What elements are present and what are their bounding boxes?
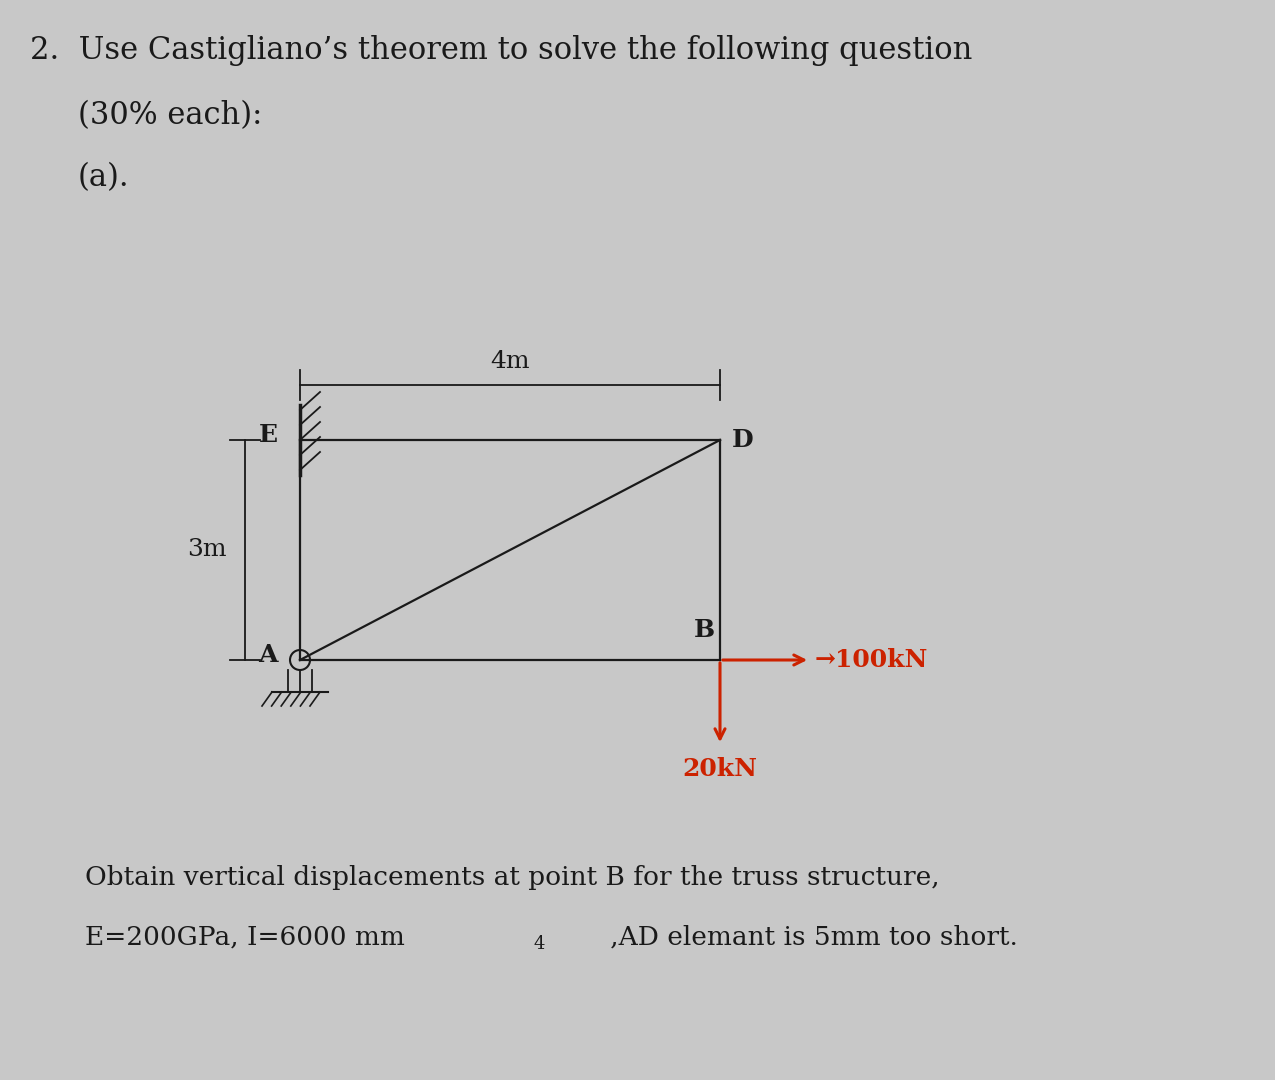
Text: →100kN: →100kN [815,648,928,672]
Text: 4m: 4m [491,350,529,373]
Text: 2.  Use Castigliano’s theorem to solve the following question: 2. Use Castigliano’s theorem to solve th… [31,35,973,66]
Text: (a).: (a). [78,162,130,193]
Text: Obtain vertical displacements at point B for the truss structure,: Obtain vertical displacements at point B… [85,865,940,890]
Text: ,AD elemant is 5mm too short.: ,AD elemant is 5mm too short. [560,924,1017,950]
Text: E=200GPa, I=6000 mm: E=200GPa, I=6000 mm [85,924,405,950]
Text: E: E [259,423,278,447]
Text: 4: 4 [533,935,544,953]
Text: D: D [732,428,754,453]
Text: 3m: 3m [187,539,227,562]
Text: 20kN: 20kN [682,757,757,781]
Text: A: A [259,643,278,667]
Text: (30% each):: (30% each): [78,100,263,131]
Text: B: B [694,618,715,642]
